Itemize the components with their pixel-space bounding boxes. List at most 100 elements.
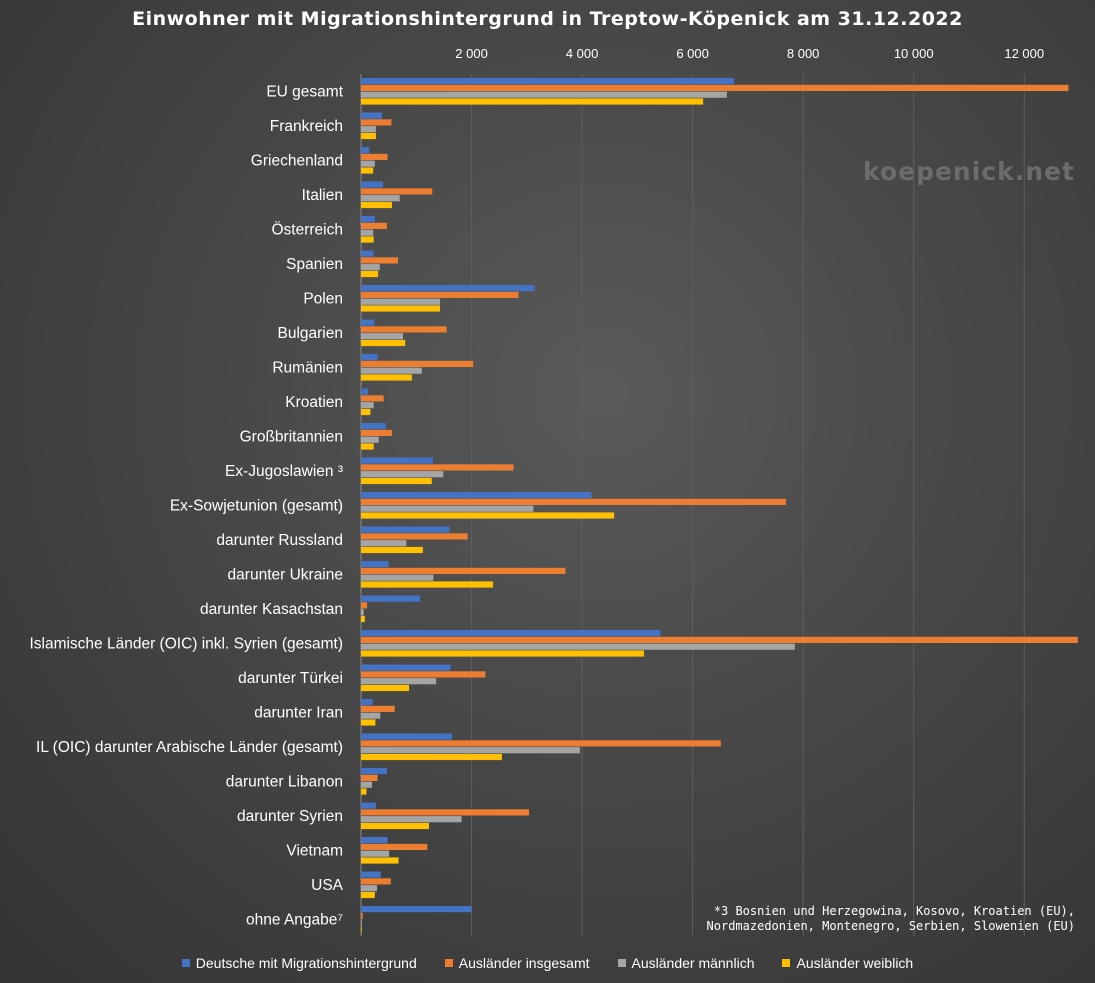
legend-swatch (782, 959, 791, 967)
category-label: darunter Kasachstan (200, 601, 343, 618)
bar (361, 167, 374, 174)
bar (361, 512, 615, 519)
bar (361, 781, 373, 788)
bar (361, 609, 364, 616)
bar (361, 753, 502, 761)
legend-label: Deutsche mit Migrationshintergrund (195, 955, 417, 971)
legend-label: Ausländer männlich (631, 955, 755, 971)
bar (361, 119, 392, 126)
bar (361, 561, 389, 568)
bar (361, 195, 400, 202)
category-label: Rumänien (272, 359, 343, 376)
legend-label: Ausländer weiblich (796, 955, 914, 971)
bar (361, 906, 472, 913)
bar (361, 595, 421, 602)
bar (361, 112, 383, 119)
bar (361, 250, 374, 257)
bar (361, 733, 453, 740)
bar (361, 546, 423, 554)
bar (361, 201, 392, 209)
category-label: darunter Syrien (237, 808, 343, 825)
bar (361, 360, 474, 367)
legend-swatch (617, 959, 626, 967)
bar (361, 354, 378, 361)
bar (361, 436, 379, 443)
x-tick-label: 2 000 (455, 46, 488, 61)
category-label: Italien (302, 187, 343, 204)
bar (361, 526, 450, 533)
bar (361, 919, 362, 926)
bar (361, 78, 735, 85)
bar (361, 147, 370, 154)
bar (361, 285, 535, 292)
bar (361, 319, 375, 326)
x-tick-label: 12 000 (1004, 46, 1044, 61)
category-label: Vietnam (286, 842, 343, 859)
legend-label: Ausländer insgesamt (458, 955, 590, 971)
bar (361, 664, 451, 671)
bar (361, 229, 374, 236)
category-label: Kroatien (285, 394, 343, 411)
bar (361, 471, 444, 478)
bar (361, 581, 494, 588)
bar (361, 719, 376, 726)
bar (361, 822, 429, 830)
bar (361, 91, 727, 98)
bar (361, 477, 432, 485)
bar (361, 636, 1078, 643)
category-label: IL (OIC) darunter Arabische Länder (gesa… (36, 739, 343, 756)
bar (361, 505, 534, 512)
bar (361, 926, 362, 933)
category-label: USA (311, 877, 344, 894)
bar (361, 236, 374, 243)
x-tick-label: 6 000 (676, 46, 709, 61)
bar (361, 160, 375, 167)
bar (361, 498, 787, 505)
bar (361, 429, 392, 436)
category-label: darunter Iran (254, 704, 343, 721)
bar (361, 891, 375, 899)
category-label: EU gesamt (266, 83, 343, 100)
bar (361, 540, 407, 547)
bar (361, 878, 391, 885)
bar (361, 747, 580, 754)
x-tick-label: 8 000 (787, 46, 820, 61)
bar (361, 533, 468, 540)
category-label: Frankreich (270, 118, 343, 135)
watermark: koepenick.net (863, 157, 1075, 186)
category-label: Bulgarien (278, 325, 344, 342)
bar (361, 740, 721, 747)
category-label: darunter Ukraine (228, 566, 343, 583)
legend-swatch (181, 959, 190, 967)
bar (361, 264, 380, 271)
bar (361, 188, 433, 195)
bar (361, 630, 661, 637)
bar (361, 374, 412, 381)
category-label: Österreich (272, 220, 344, 238)
x-tick-label: 10 000 (894, 46, 934, 61)
bar (361, 816, 462, 823)
bar (361, 492, 592, 499)
bar (361, 768, 387, 775)
category-label: darunter Libanon (226, 773, 343, 790)
bar (361, 132, 376, 140)
footnote: *3 Bosnien und Herzegowina, Kosovo, Kroa… (706, 904, 1075, 933)
bar (361, 216, 375, 223)
bar (361, 408, 371, 416)
legend-item: Ausländer weiblich (782, 955, 913, 971)
bar (361, 367, 422, 374)
bar (361, 871, 381, 878)
bar (361, 464, 514, 471)
bar (361, 153, 388, 160)
bar (361, 650, 644, 657)
legend-item: Deutsche mit Migrationshintergrund (181, 955, 417, 971)
bar (361, 395, 384, 402)
category-label: Ex-Jugoslawien ³ (225, 463, 343, 480)
legend-swatch (444, 959, 453, 967)
category-label: Ex-Sowjetunion (gesamt) (170, 497, 343, 514)
bar (361, 333, 404, 340)
bar (361, 298, 441, 305)
category-label: Großbritannien (240, 428, 343, 445)
bar (361, 671, 486, 678)
